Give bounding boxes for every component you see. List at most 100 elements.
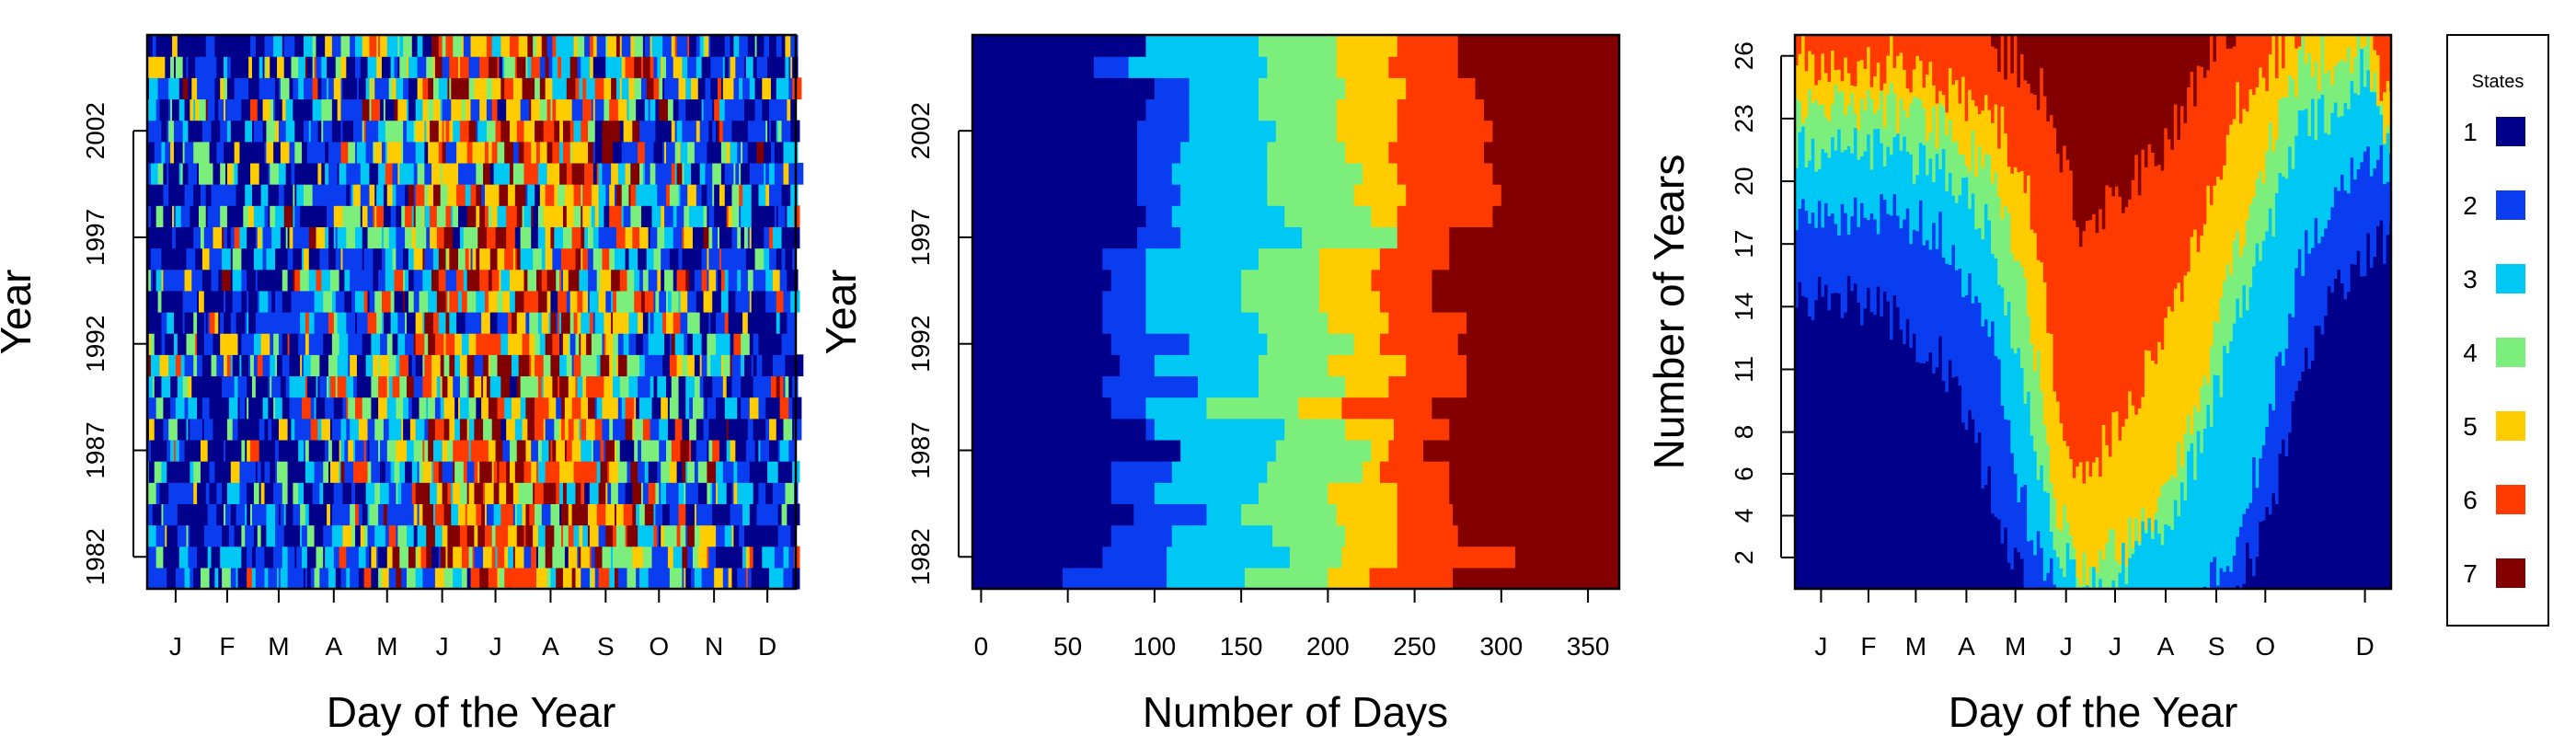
heatmap-cell bbox=[401, 141, 404, 164]
heatmap-cell bbox=[756, 312, 766, 334]
heatmap-cell bbox=[613, 56, 623, 78]
heatmap-cell bbox=[298, 56, 306, 78]
heatmap-cell bbox=[248, 418, 255, 441]
heatmap-cell bbox=[380, 482, 390, 504]
heatmap-cell bbox=[508, 184, 516, 206]
heatmap-cell bbox=[716, 524, 726, 547]
heatmap-cell bbox=[491, 141, 499, 164]
heatmap-cell bbox=[443, 503, 452, 526]
heatmap-cell bbox=[260, 333, 270, 355]
heatmap-cell bbox=[408, 290, 415, 313]
legend-label: 6 bbox=[2463, 486, 2478, 514]
heatmap-cell bbox=[646, 77, 655, 100]
heatmap-cell bbox=[712, 184, 715, 206]
heatmap-cell bbox=[351, 77, 358, 100]
y-tick-label: 2 bbox=[1730, 550, 1758, 565]
stacked-bar-segment bbox=[1145, 397, 1207, 420]
heatmap-cell bbox=[314, 312, 322, 334]
heatmap-cell bbox=[678, 98, 686, 121]
heatmap-cell bbox=[360, 184, 371, 206]
heatmap-cell bbox=[385, 162, 394, 185]
heatmap-cell bbox=[270, 98, 274, 121]
heatmap-cell bbox=[333, 77, 342, 100]
heatmap-cell bbox=[317, 162, 322, 185]
heatmap-cell bbox=[342, 247, 345, 270]
heatmap-cell bbox=[147, 546, 155, 569]
heatmap-cell bbox=[554, 120, 560, 143]
heatmap-cell bbox=[383, 312, 392, 334]
stacked-bar-segment bbox=[1397, 524, 1459, 547]
heatmap-cell bbox=[369, 162, 379, 185]
heatmap-cell bbox=[463, 226, 472, 249]
heatmap-cell bbox=[651, 546, 658, 569]
heatmap-cell bbox=[611, 312, 614, 334]
heatmap-cell bbox=[405, 461, 413, 483]
stacked-bar-segment bbox=[1272, 524, 1346, 547]
heatmap-cell bbox=[591, 184, 600, 206]
heatmap-cell bbox=[188, 77, 192, 100]
heatmap-cell bbox=[394, 461, 397, 483]
heatmap-cell bbox=[226, 56, 232, 78]
heatmap-cell bbox=[173, 120, 184, 143]
heatmap-cell bbox=[282, 290, 293, 313]
stacked-bar-segment bbox=[1145, 269, 1242, 292]
heatmap-cell bbox=[527, 439, 532, 462]
heatmap-cell bbox=[178, 98, 186, 121]
stacked-bar-segment bbox=[1171, 524, 1273, 547]
heatmap-cell bbox=[767, 333, 774, 355]
heatmap-cell bbox=[191, 120, 194, 143]
heatmap-cell bbox=[642, 35, 646, 57]
heatmap-cell bbox=[378, 439, 381, 462]
heatmap-cell bbox=[720, 269, 726, 292]
heatmap-cell bbox=[628, 184, 631, 206]
heatmap-cell bbox=[371, 98, 381, 121]
heatmap-cell bbox=[561, 418, 566, 441]
heatmap-cell bbox=[195, 98, 200, 121]
heatmap-cell bbox=[611, 546, 614, 569]
heatmap-cell bbox=[537, 375, 543, 398]
heatmap-cell bbox=[581, 397, 589, 420]
heatmap-cell bbox=[328, 375, 331, 398]
heatmap-cell bbox=[634, 56, 642, 78]
heatmap-cell bbox=[543, 375, 553, 398]
heatmap-cell bbox=[422, 184, 425, 206]
heatmap-cell bbox=[182, 141, 186, 164]
heatmap-cell bbox=[589, 333, 592, 355]
heatmap-cell bbox=[535, 482, 545, 504]
heatmap-cell bbox=[502, 56, 505, 78]
heatmap-cell bbox=[243, 205, 249, 227]
heatmap-cell bbox=[327, 503, 331, 526]
heatmap-cell bbox=[175, 439, 180, 462]
heatmap-cell bbox=[584, 482, 591, 504]
heatmap-cell bbox=[157, 162, 164, 185]
heatmap-cell bbox=[465, 98, 472, 121]
heatmap-cell bbox=[666, 375, 673, 398]
stacked-bar-segment bbox=[1397, 546, 1516, 569]
heatmap-cell bbox=[470, 567, 480, 590]
heatmap-cell bbox=[615, 226, 627, 249]
heatmap-cell bbox=[245, 312, 247, 334]
heatmap-cell bbox=[659, 290, 667, 313]
heatmap-cell bbox=[186, 56, 190, 78]
heatmap-cell bbox=[491, 546, 497, 569]
heatmap-cell bbox=[571, 141, 579, 164]
heatmap-cell bbox=[356, 375, 362, 398]
heatmap-cell bbox=[354, 290, 365, 313]
heatmap-cell bbox=[516, 247, 522, 270]
heatmap-cell bbox=[237, 375, 247, 398]
heatmap-cell bbox=[682, 461, 686, 483]
heatmap-cell bbox=[190, 524, 194, 547]
heatmap-cell bbox=[582, 524, 589, 547]
heatmap-cell bbox=[511, 312, 518, 334]
heatmap-cell bbox=[241, 269, 247, 292]
stacked-bar-segment bbox=[1328, 482, 1398, 504]
heatmap-cell bbox=[422, 375, 432, 398]
stacked-bar-segment bbox=[1397, 226, 1450, 249]
heatmap-cell bbox=[571, 226, 581, 249]
heatmap-cell bbox=[638, 524, 646, 547]
heatmap-cell bbox=[260, 461, 266, 483]
heatmap-cell bbox=[396, 354, 400, 377]
heatmap-cell bbox=[170, 247, 180, 270]
heatmap-cell bbox=[728, 290, 734, 313]
heatmap-cell bbox=[783, 546, 788, 569]
